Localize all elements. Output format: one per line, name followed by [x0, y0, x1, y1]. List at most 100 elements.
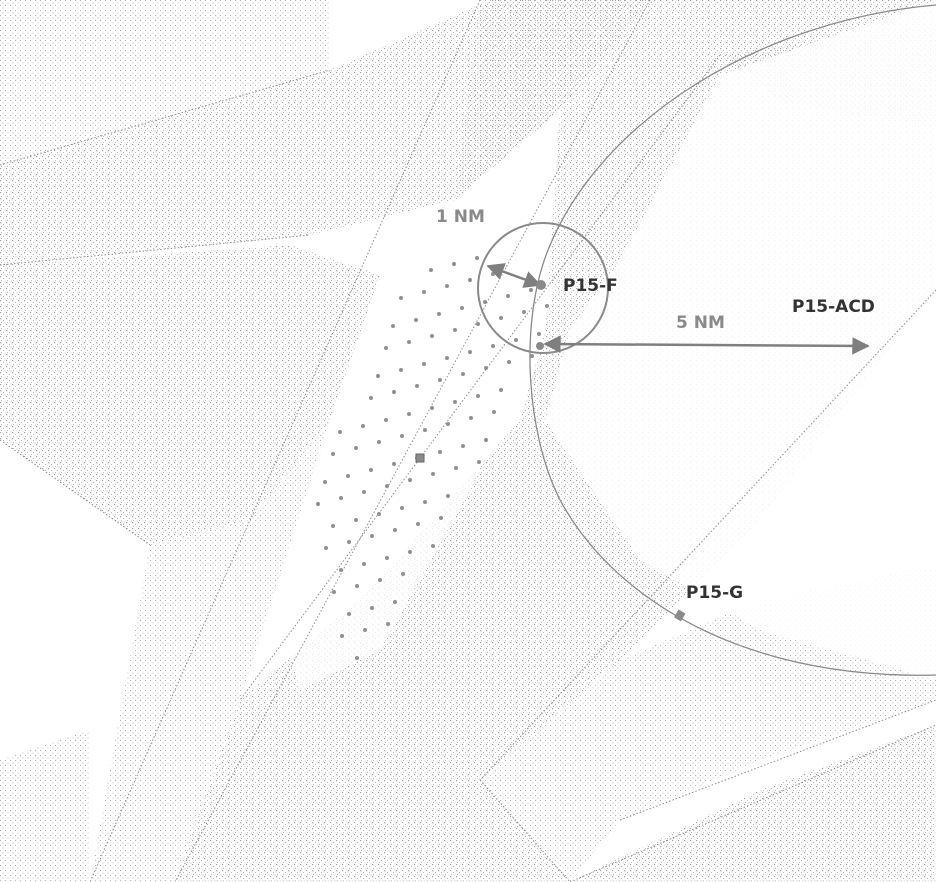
- grid-dot: [423, 428, 427, 432]
- label-radius-small: 1 NM: [436, 207, 485, 227]
- grid-dot: [339, 496, 343, 500]
- boundary-line: [0, 439, 151, 546]
- grid-dot: [422, 362, 426, 366]
- boundary-line: [0, 234, 311, 266]
- grid-dot: [347, 612, 351, 616]
- boundary-line: [619, 699, 936, 821]
- grid-dot: [476, 394, 480, 398]
- grid-dot: [376, 374, 380, 378]
- point-marker: [536, 342, 544, 350]
- grid-dot: [439, 516, 443, 520]
- grid-dot: [392, 462, 396, 466]
- grid-dot: [346, 474, 350, 478]
- grid-dot: [475, 256, 479, 260]
- grid-dot: [483, 300, 487, 304]
- grid-dot: [545, 304, 549, 308]
- grid-dot: [363, 628, 367, 632]
- grid-dot: [445, 356, 449, 360]
- zone-southwest: [0, 730, 90, 882]
- grid-dot: [469, 416, 473, 420]
- grid-dot: [354, 446, 358, 450]
- grid-dot: [530, 354, 534, 358]
- grid-dot: [386, 622, 390, 626]
- grid-dot: [377, 440, 381, 444]
- grid-dot: [468, 350, 472, 354]
- grid-dot: [347, 540, 351, 544]
- grid-dot: [499, 316, 503, 320]
- boundary-line: [239, 54, 721, 701]
- grid-dot: [362, 562, 366, 566]
- boundary-line: [0, 69, 331, 166]
- grid-dot: [438, 378, 442, 382]
- grid-dot: [399, 368, 403, 372]
- grid-dot: [476, 322, 480, 326]
- grid-dot: [400, 506, 404, 510]
- grid-dot: [385, 556, 389, 560]
- small-circle: [477, 222, 609, 354]
- grid-dot: [446, 494, 450, 498]
- grid-dot: [537, 332, 541, 336]
- grid-dot: [370, 606, 374, 610]
- grid-dot: [423, 500, 427, 504]
- grid-dot: [422, 290, 426, 294]
- zone-main-corridor: [90, 0, 650, 882]
- grid-dot: [529, 288, 533, 292]
- grid-dot: [400, 434, 404, 438]
- grid-dot: [369, 468, 373, 472]
- grid-dot: [355, 584, 359, 588]
- grid-dot: [461, 444, 465, 448]
- grid-dot: [338, 430, 342, 434]
- grid-dot: [438, 450, 442, 454]
- grid-dot: [506, 294, 510, 298]
- arrow-5nm: [543, 335, 870, 355]
- grid-dot: [393, 528, 397, 532]
- grid-dot: [522, 310, 526, 314]
- grid-dot: [399, 296, 403, 300]
- label-p15-g: P15-G: [686, 583, 743, 603]
- grid-dot: [454, 466, 458, 470]
- grid-dot: [429, 268, 433, 272]
- grid-dot: [477, 460, 481, 464]
- grid-dot: [316, 502, 320, 506]
- grid-dot: [369, 396, 373, 400]
- grid-dot: [354, 518, 358, 522]
- grid-dot: [453, 328, 457, 332]
- tick-marker: [674, 609, 686, 622]
- label-p15-acd: P15-ACD: [792, 297, 875, 317]
- grid-dot: [392, 390, 396, 394]
- grid-dot: [378, 578, 382, 582]
- boundary-line: [174, 0, 651, 882]
- grid-dot: [407, 412, 411, 416]
- dot-field: [316, 256, 549, 660]
- grid-dot: [492, 410, 496, 414]
- grid-dot: [384, 346, 388, 350]
- grid-dot: [499, 388, 503, 392]
- grid-dot: [377, 512, 381, 516]
- grid-dot: [361, 424, 365, 428]
- grid-dot: [452, 262, 456, 266]
- grid-dot: [461, 372, 465, 376]
- radius-arrows: [486, 263, 870, 355]
- large-arc: [529, 4, 936, 676]
- label-p15-f: P15-F: [563, 276, 618, 296]
- grid-dot: [453, 400, 457, 404]
- grid-dot: [484, 438, 488, 442]
- square-marker: [415, 453, 425, 463]
- grid-dot: [414, 318, 418, 322]
- zone-south-band: [175, 700, 570, 882]
- grid-dot: [324, 546, 328, 550]
- grid-dot: [385, 484, 389, 488]
- grid-dot: [339, 568, 343, 572]
- grid-dot: [430, 334, 434, 338]
- grid-dot: [514, 338, 518, 342]
- grid-dot: [340, 634, 344, 638]
- grid-dot: [460, 306, 464, 310]
- grid-dot: [507, 360, 511, 364]
- zone-northwest: [0, 0, 330, 165]
- boundary-line: [479, 289, 936, 781]
- boundary-line: [479, 779, 571, 882]
- grid-dot: [445, 284, 449, 288]
